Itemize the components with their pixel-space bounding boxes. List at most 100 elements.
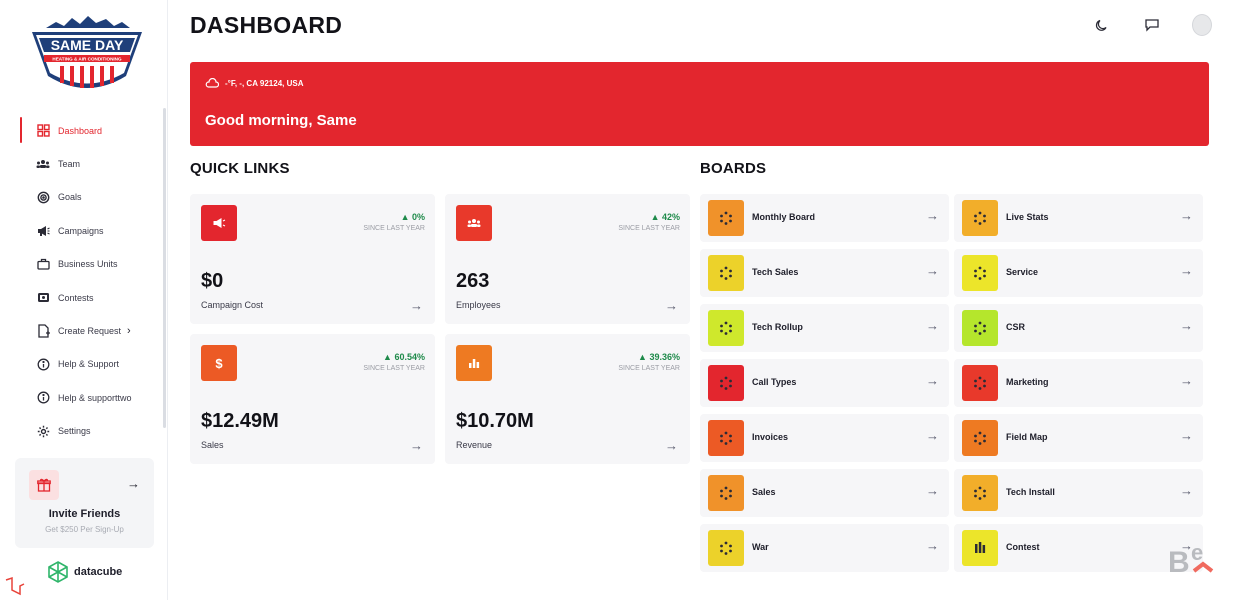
behance-watermark-icon: B e <box>1168 540 1214 578</box>
chat-icon[interactable] <box>1142 14 1162 36</box>
sidebar-item-label: Business Units <box>58 259 118 270</box>
stat-card-revenue[interactable]: ▲ 39.36% SINCE LAST YEAR $10.70M Revenue… <box>445 334 690 464</box>
sidebar-item-label: Goals <box>58 192 82 203</box>
board-icon <box>962 420 998 456</box>
arrow-right-icon[interactable]: → <box>926 373 939 388</box>
board-monthly-board[interactable]: Monthly Board → <box>700 194 949 242</box>
svg-text:e: e <box>1191 540 1203 565</box>
sidebar: SAME DAY HEATING & AIR CONDITIONING Dash… <box>0 0 168 600</box>
board-icon <box>962 310 998 346</box>
board-csr[interactable]: CSR → <box>954 304 1203 352</box>
sidebar-item-business-units[interactable]: Business Units <box>20 248 160 281</box>
board-contest[interactable]: Contest → <box>954 524 1203 572</box>
sidebar-item-label: Team <box>58 159 81 170</box>
board-icon <box>962 200 998 236</box>
arrow-right-icon[interactable]: → <box>410 298 423 313</box>
arrow-right-icon[interactable]: → <box>1180 428 1193 443</box>
stat-label: Revenue <box>456 440 493 450</box>
arrow-right-icon[interactable]: → <box>1180 373 1193 388</box>
sidebar-item-goals[interactable]: Goals <box>20 181 160 214</box>
board-sales[interactable]: Sales → <box>700 469 949 517</box>
invite-subtitle: Get $250 Per Sign-Up <box>45 525 124 534</box>
board-label: Marketing <box>1006 377 1049 387</box>
arrow-right-icon[interactable]: → <box>127 476 140 491</box>
sidebar-item-label: Help & Support <box>58 359 120 370</box>
sidebar-item-help-support[interactable]: Help & Support <box>20 348 160 381</box>
target-icon <box>36 190 50 204</box>
sidebar-nav: Dashboard Team Goals Campaigns Business … <box>20 114 160 448</box>
arrow-right-icon[interactable]: → <box>926 428 939 443</box>
weather-location: -°F, -, CA 92124, USA <box>205 78 303 88</box>
arrow-right-icon[interactable]: → <box>1180 483 1193 498</box>
board-tech-rollup[interactable]: Tech Rollup → <box>700 304 949 352</box>
board-icon <box>962 255 998 291</box>
arrow-right-icon[interactable]: → <box>1180 538 1193 553</box>
sidebar-item-dashboard[interactable]: Dashboard <box>20 114 160 147</box>
change-indicator: ▲ 0% <box>400 212 425 222</box>
moon-icon[interactable] <box>1092 14 1112 36</box>
board-label: Tech Sales <box>752 267 799 277</box>
arrow-right-icon[interactable]: → <box>926 538 939 553</box>
board-service[interactable]: Service → <box>954 249 1203 297</box>
trophy-icon <box>962 530 998 566</box>
board-marketing[interactable]: Marketing → <box>954 359 1203 407</box>
trophy-icon <box>36 291 50 305</box>
arrow-right-icon[interactable]: → <box>926 263 939 278</box>
since-label: SINCE LAST YEAR <box>618 225 680 232</box>
stat-card-employees[interactable]: ▲ 42% SINCE LAST YEAR 263 Employees → <box>445 194 690 324</box>
stat-value: 263 <box>456 270 490 292</box>
stat-card-sales[interactable]: $ ▲ 60.54% SINCE LAST YEAR $12.49M Sales… <box>190 334 435 464</box>
board-icon <box>962 475 998 511</box>
quick-links-title: QUICK LINKS <box>190 160 290 177</box>
board-label: Invoices <box>752 432 789 442</box>
briefcase-icon <box>36 257 50 271</box>
location-text: -°F, -, CA 92124, USA <box>225 78 304 88</box>
arrow-right-icon[interactable]: → <box>926 318 939 333</box>
board-live-stats[interactable]: Live Stats → <box>954 194 1203 242</box>
arrow-right-icon[interactable]: → <box>665 298 678 313</box>
arrow-right-icon[interactable]: → <box>410 438 423 453</box>
info-icon <box>36 357 50 371</box>
datacube-icon <box>48 561 68 583</box>
chevron-right-icon: › <box>127 325 131 338</box>
avatar[interactable] <box>1192 14 1212 36</box>
board-label: Sales <box>752 487 776 497</box>
same-day-logo[interactable]: SAME DAY HEATING & AIR CONDITIONING <box>26 14 148 96</box>
greeting-text: Good morning, Same <box>205 112 357 129</box>
gear-icon <box>36 424 50 438</box>
board-tech-install[interactable]: Tech Install → <box>954 469 1203 517</box>
board-war[interactable]: War → <box>700 524 949 572</box>
change-indicator: ▲ 39.36% <box>638 352 680 362</box>
team-icon <box>36 157 50 171</box>
stat-value: $12.49M <box>201 410 279 432</box>
sidebar-item-campaigns[interactable]: Campaigns <box>20 214 160 247</box>
stat-label: Employees <box>456 300 501 310</box>
page-title: DASHBOARD <box>190 12 343 38</box>
logo-subtext: HEATING & AIR CONDITIONING <box>52 57 122 62</box>
sidebar-item-help-supporttwo[interactable]: Help & supporttwo <box>20 381 160 414</box>
sidebar-item-contests[interactable]: Contests <box>20 281 160 314</box>
board-icon <box>708 530 744 566</box>
board-tech-sales[interactable]: Tech Sales → <box>700 249 949 297</box>
arrow-right-icon[interactable]: → <box>1180 208 1193 223</box>
arrow-right-icon[interactable]: → <box>926 208 939 223</box>
stat-label: Sales <box>201 440 224 450</box>
megaphone-icon <box>36 224 50 238</box>
sidebar-item-team[interactable]: Team <box>20 147 160 180</box>
arrow-right-icon[interactable]: → <box>1180 263 1193 278</box>
board-label: Service <box>1006 267 1039 277</box>
board-call-types[interactable]: Call Types → <box>700 359 949 407</box>
stat-value: $0 <box>201 270 224 292</box>
board-label: War <box>752 542 769 552</box>
sidebar-item-settings[interactable]: Settings <box>20 415 160 448</box>
sidebar-item-create-request[interactable]: Create Request › <box>20 314 160 347</box>
arrow-right-icon[interactable]: → <box>1180 318 1193 333</box>
board-invoices[interactable]: Invoices → <box>700 414 949 462</box>
sidebar-scrollbar[interactable] <box>163 108 166 428</box>
arrow-right-icon[interactable]: → <box>926 483 939 498</box>
stat-card-campaign-cost[interactable]: ▲ 0% SINCE LAST YEAR $0 Campaign Cost → <box>190 194 435 324</box>
invite-friends-card[interactable]: → Invite Friends Get $250 Per Sign-Up <box>15 458 154 548</box>
arrow-right-icon[interactable]: → <box>665 438 678 453</box>
svg-text:B: B <box>1168 546 1190 578</box>
board-field-map[interactable]: Field Map → <box>954 414 1203 462</box>
